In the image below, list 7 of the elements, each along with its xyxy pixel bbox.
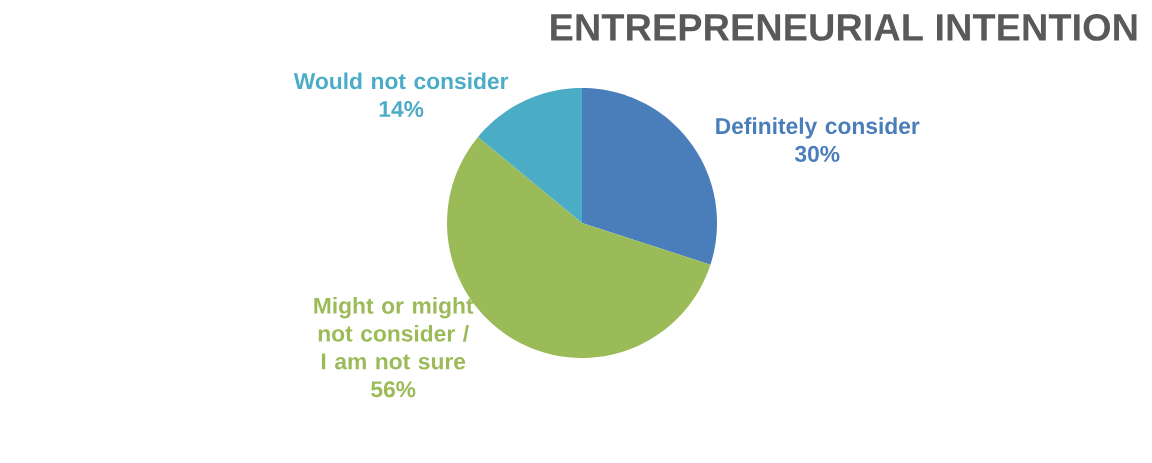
slice-label: Would not consider: [293, 72, 509, 90]
slice-label: Might or might not consider / I am not sure: [314, 297, 474, 370]
chart-title: ENTREPRENEURIAL INTENTION: [551, 13, 1137, 41]
data-label: 56%: [371, 381, 416, 398]
data-label: 14%: [379, 101, 424, 117]
data-label: 30%: [794, 145, 840, 162]
slice-label: Definitely consider: [716, 117, 920, 139]
